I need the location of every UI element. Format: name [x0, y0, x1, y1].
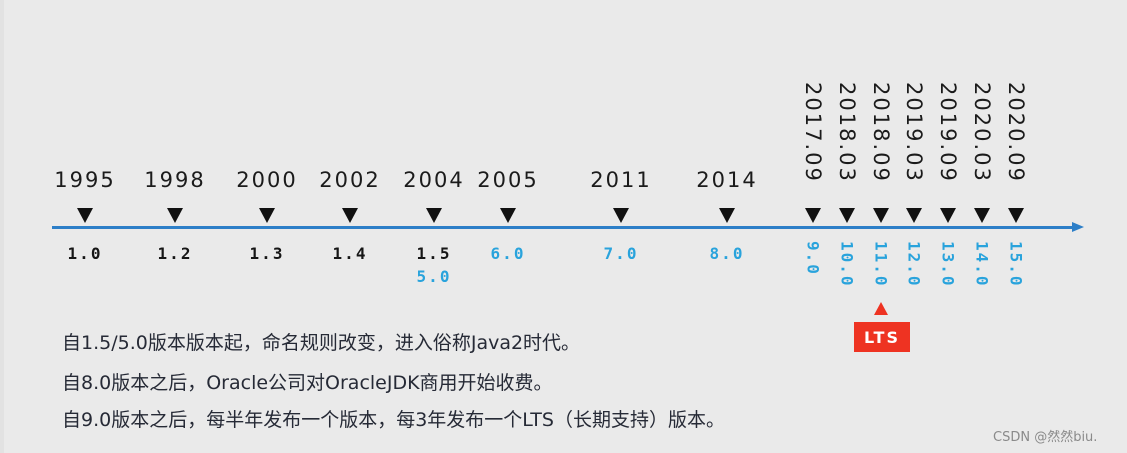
- year-label-1998: 1998: [144, 168, 206, 192]
- triangle-marker-icon: [342, 208, 358, 223]
- version-label-8-0: 8.0: [709, 244, 745, 263]
- date-label-2018-09: 2018.09: [869, 82, 893, 183]
- version-label-1-0: 1.0: [67, 244, 103, 263]
- date-label-2017-09: 2017.09: [801, 82, 825, 183]
- date-label-2019-09: 2019.09: [936, 82, 960, 183]
- timeline-axis: [52, 226, 1074, 229]
- year-label-2004: 2004: [403, 168, 465, 192]
- axis-arrow-icon: [1072, 222, 1084, 232]
- year-label-2002: 2002: [319, 168, 381, 192]
- version-label-11-0: 11.0: [871, 241, 891, 288]
- left-edge-border: [0, 0, 4, 453]
- version-label-7-0: 7.0: [603, 244, 639, 263]
- version-label-13-0: 13.0: [938, 241, 958, 288]
- version-label-15-0: 15.0: [1006, 241, 1026, 288]
- year-label-2005: 2005: [477, 168, 539, 192]
- triangle-marker-icon: [974, 208, 990, 223]
- year-label-2014: 2014: [696, 168, 758, 192]
- version-label-1-3: 1.3: [249, 244, 285, 263]
- year-label-1995: 1995: [54, 168, 116, 192]
- triangle-marker-icon: [805, 208, 821, 223]
- version-label-1-4: 1.4: [332, 244, 368, 263]
- version-label-14-0: 14.0: [972, 241, 992, 288]
- date-label-2020-03: 2020.03: [970, 82, 994, 183]
- version-label-6-0: 6.0: [490, 244, 526, 263]
- lts-badge: LTS: [854, 322, 910, 352]
- triangle-marker-icon: [426, 208, 442, 223]
- triangle-marker-icon: [839, 208, 855, 223]
- note-line-3: 自9.0版本之后，每半年发布一个版本，每3年发布一个LTS（长期支持）版本。: [62, 409, 725, 431]
- lts-pointer-icon: [874, 302, 888, 315]
- triangle-marker-icon: [259, 208, 275, 223]
- version-label-9-0: 9.0: [803, 241, 823, 276]
- triangle-marker-icon: [500, 208, 516, 223]
- triangle-marker-icon: [940, 208, 956, 223]
- date-label-2018-03: 2018.03: [835, 82, 859, 183]
- note-line-1: 自1.5/5.0版本版本起，命名规则改变，进入俗称Java2时代。: [62, 332, 581, 354]
- date-label-2019-03: 2019.03: [902, 82, 926, 183]
- year-label-2011: 2011: [590, 168, 652, 192]
- date-label-2020-09: 2020.09: [1004, 82, 1028, 183]
- lts-badge-label: LTS: [864, 327, 900, 347]
- triangle-marker-icon: [906, 208, 922, 223]
- triangle-marker-icon: [613, 208, 629, 223]
- year-label-2000: 2000: [236, 168, 298, 192]
- version-label-12-0: 12.0: [904, 241, 924, 288]
- version-label-5-0: 5.0: [416, 267, 452, 286]
- triangle-marker-icon: [1008, 208, 1024, 223]
- csdn-watermark: CSDN @然然biu.: [993, 430, 1098, 445]
- note-line-2: 自8.0版本之后，Oracle公司对OracleJDK商用开始收费。: [62, 372, 553, 394]
- version-label-1-2: 1.2: [157, 244, 193, 263]
- version-label-10-0: 10.0: [837, 241, 857, 288]
- triangle-marker-icon: [167, 208, 183, 223]
- triangle-marker-icon: [873, 208, 889, 223]
- triangle-marker-icon: [77, 208, 93, 223]
- triangle-marker-icon: [719, 208, 735, 223]
- version-label-1-5: 1.5: [416, 244, 452, 263]
